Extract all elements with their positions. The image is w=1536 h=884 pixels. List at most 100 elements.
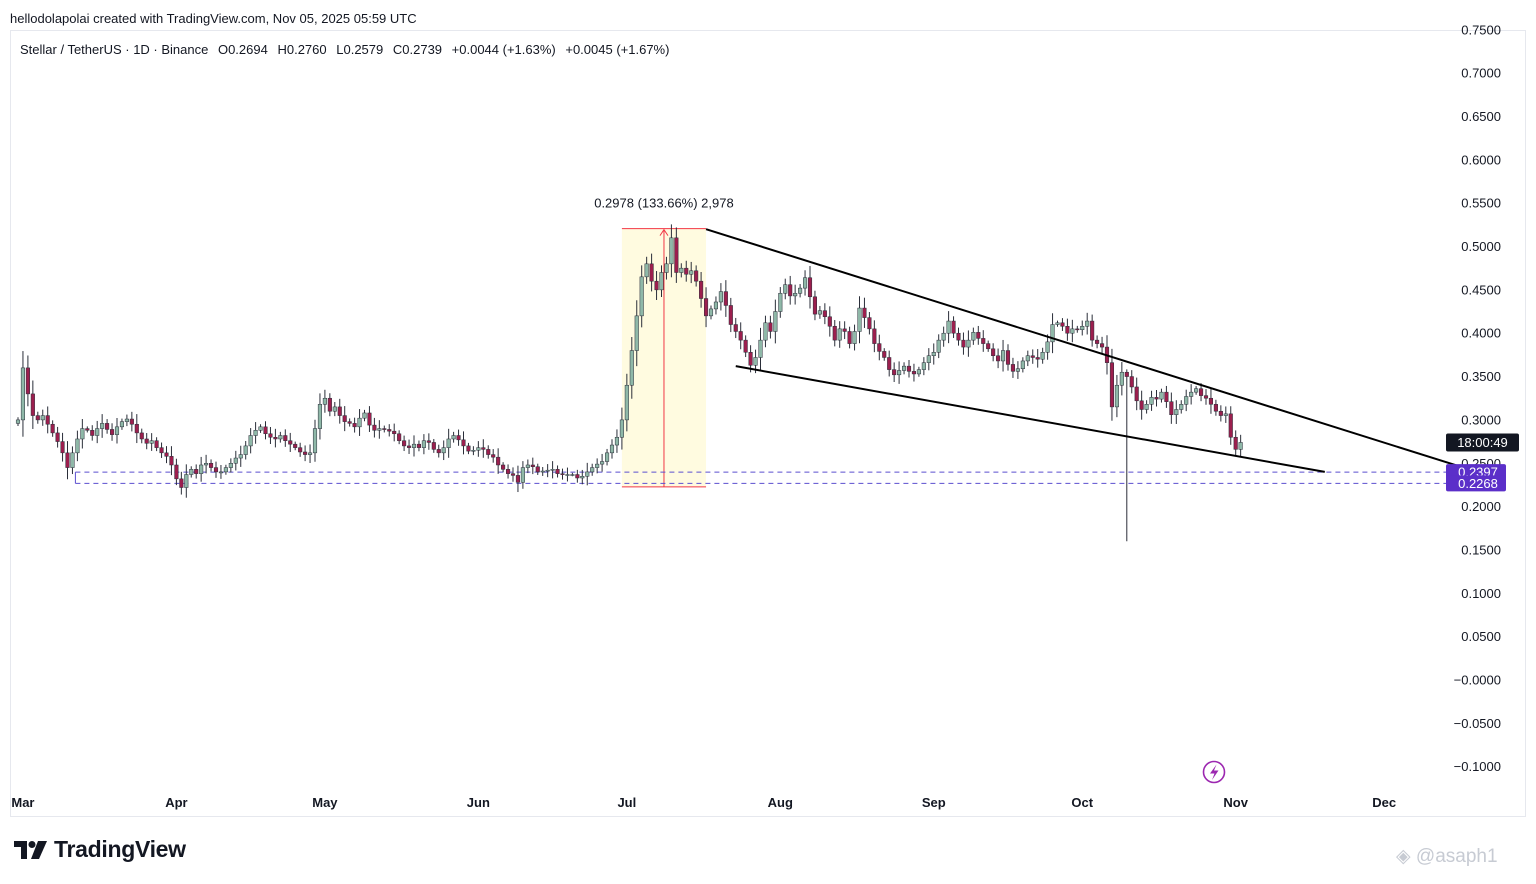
price-axis[interactable]: 0.7500 0.7000 0.6500 0.6000 0.5500 0.5000 0.45… [1454, 22, 1501, 774]
candle-body [312, 428, 318, 454]
y-tick-label: 0.2000 [1461, 499, 1501, 514]
candle-body [882, 351, 887, 358]
candle-body [966, 339, 971, 348]
candle-body [1114, 384, 1119, 408]
candle-body [595, 463, 600, 468]
candle-body [1169, 401, 1174, 415]
candle-body [243, 445, 248, 455]
candle-body [90, 430, 95, 436]
candle-body [654, 280, 659, 291]
candle-body [1035, 357, 1040, 360]
candle-body [887, 357, 892, 370]
candle-body [897, 370, 902, 376]
candle-body [827, 316, 832, 327]
candle-body [1154, 397, 1159, 400]
price-range-label: 0.2978 (133.66%) 2,978 [594, 196, 734, 211]
candle-body [807, 277, 813, 298]
candle-body [303, 451, 308, 455]
low-value: L0.2579 [336, 42, 384, 57]
candle-body [1213, 404, 1218, 412]
candle-body [758, 339, 763, 358]
candle-body [580, 476, 585, 479]
candle-body [169, 456, 174, 466]
candle-body [1100, 343, 1105, 348]
candle-body [768, 322, 773, 332]
candle-body [659, 272, 664, 291]
candle-body [936, 339, 941, 353]
candle-body [397, 433, 402, 441]
candle-body [708, 308, 714, 317]
candle-body [1025, 355, 1030, 362]
candle-body [1090, 320, 1095, 341]
candle-body [575, 474, 580, 479]
x-tick-label: Aug [768, 795, 793, 810]
tradingview-logo[interactable]: TradingView [14, 836, 186, 863]
candle-body [704, 298, 709, 317]
x-tick-label: Mar [11, 795, 34, 810]
candle-body [402, 440, 407, 447]
candle-body [540, 470, 545, 473]
candle-body [238, 454, 243, 459]
candle-body [911, 371, 917, 375]
candle-body [981, 338, 986, 344]
candle-body [812, 296, 818, 315]
candle-body [1015, 368, 1020, 372]
candle-body [609, 444, 615, 454]
candle-body [1055, 322, 1060, 325]
candle-body [362, 412, 367, 419]
candle-body [342, 415, 347, 422]
candle-body [902, 365, 907, 371]
candle-body [644, 263, 649, 278]
candle-body [674, 237, 679, 273]
y-tick-label: 0.0500 [1461, 629, 1501, 644]
candle-body [65, 452, 70, 468]
candle-body [233, 457, 238, 464]
candle-body [154, 440, 159, 448]
y-tick-label: 0.7000 [1461, 66, 1501, 81]
candle-body [357, 417, 362, 428]
candle-body [506, 469, 511, 474]
candle-body [25, 367, 30, 395]
y-tick-label: 0.1500 [1461, 542, 1501, 557]
candle-body [684, 267, 689, 275]
candle-body [50, 423, 55, 434]
candle-body [570, 474, 575, 476]
candle-body [1189, 391, 1194, 397]
candle-body [496, 456, 501, 466]
candle-body [689, 270, 694, 275]
x-tick-label: Jul [617, 795, 636, 810]
candle-body [223, 467, 228, 473]
candle-body [857, 307, 862, 332]
symbol-label[interactable]: Stellar / TetherUS · 1D · Binance [20, 42, 209, 57]
y-tick-label: −0.0500 [1454, 716, 1501, 731]
candle-body [1238, 442, 1243, 450]
time-axis[interactable]: Mar Apr May Jun Jul Aug Sep Oct Nov Dec [11, 795, 1396, 810]
candle-body [748, 352, 753, 366]
candle-body [634, 315, 639, 351]
candle-body [471, 449, 476, 452]
x-tick-label: Sep [922, 795, 946, 810]
candle-body [1045, 341, 1050, 353]
candle-body [738, 331, 743, 341]
candle-body [253, 430, 258, 436]
candle-body [75, 438, 80, 454]
candle-body [1060, 322, 1065, 327]
candle-body [332, 406, 337, 412]
chart-frame [10, 30, 1526, 817]
y-tick-label: 0.4000 [1461, 326, 1501, 341]
trendlines[interactable] [705, 228, 1464, 473]
candle-body [421, 440, 426, 448]
candle-body [337, 406, 342, 416]
x-tick-label: Apr [165, 795, 187, 810]
candle-body [218, 471, 223, 474]
candle-body [60, 441, 65, 454]
candle-body [322, 397, 327, 405]
candle-body [763, 322, 768, 341]
horizontal-levels[interactable] [74, 471, 1446, 484]
candle-body [426, 440, 431, 443]
candle-body [555, 469, 560, 474]
countdown-tag [1446, 433, 1519, 452]
x-tick-label: Jun [467, 795, 490, 810]
flash-icon[interactable] [1202, 760, 1226, 784]
